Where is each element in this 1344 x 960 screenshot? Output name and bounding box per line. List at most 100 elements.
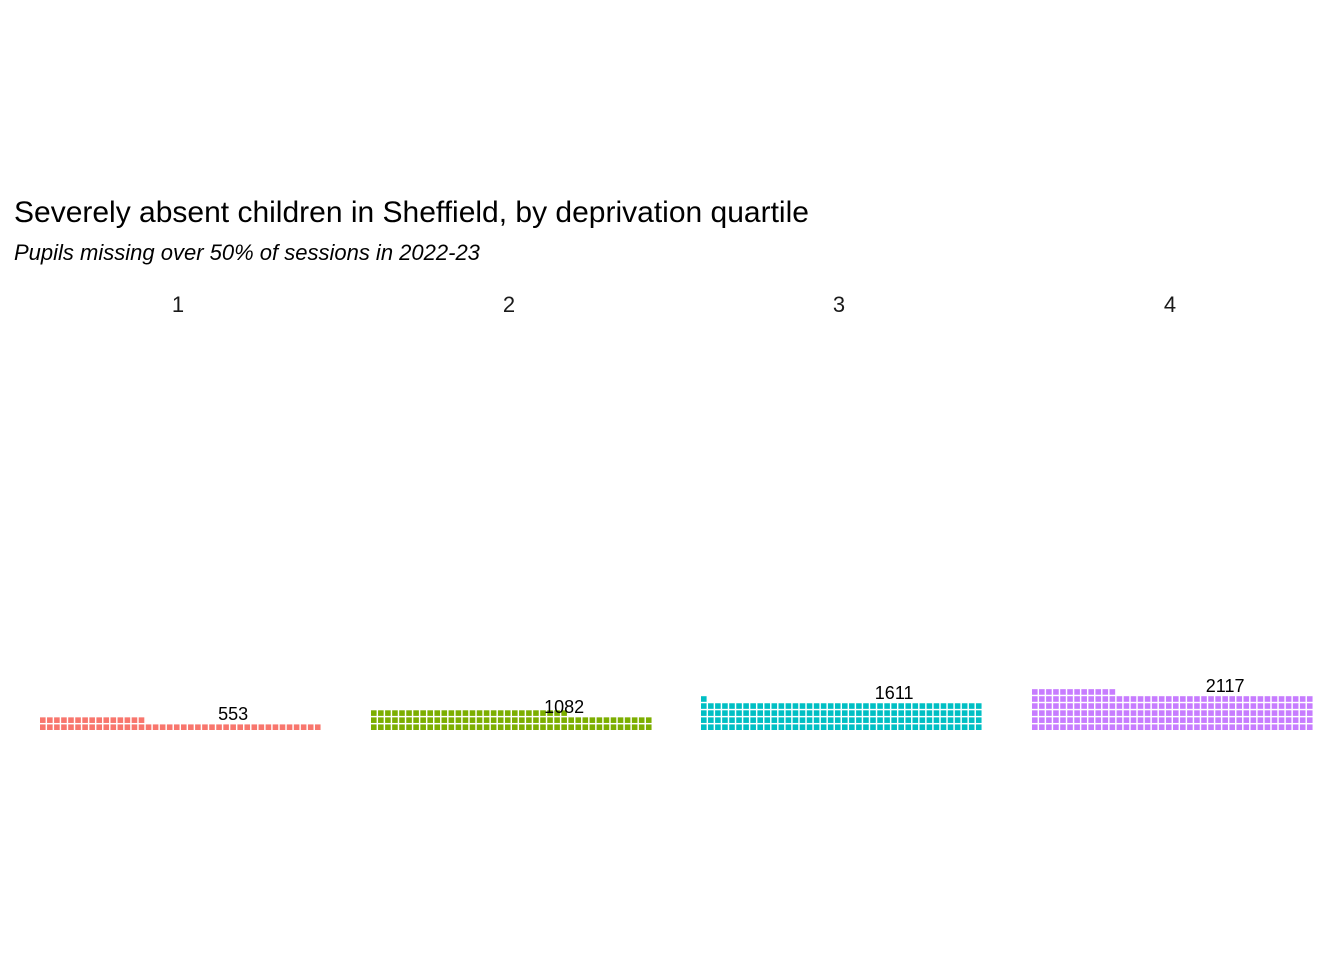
waffle-square (799, 703, 806, 709)
waffle-square (1109, 703, 1116, 709)
waffle-square (279, 724, 286, 730)
waffle-square (237, 724, 243, 730)
waffle-square (75, 724, 81, 730)
waffle-square (954, 724, 961, 730)
waffle-square (512, 724, 518, 730)
waffle-square (1158, 717, 1165, 723)
waffle-square (891, 703, 897, 709)
waffle-square (61, 724, 67, 730)
waffle-square (1180, 703, 1186, 709)
waffle-square (905, 717, 912, 723)
value-label: 553 (218, 704, 248, 724)
waffle-square (103, 717, 110, 723)
waffle-square (159, 724, 166, 730)
waffle-square (757, 710, 763, 716)
waffle-square (1088, 696, 1094, 702)
waffle-square (750, 703, 756, 709)
waffle-square (202, 724, 208, 730)
waffle-square (1257, 724, 1264, 730)
waffle-square (540, 724, 546, 730)
waffle-square (849, 710, 855, 716)
waffle-square (912, 703, 919, 709)
waffle-square (1243, 696, 1250, 702)
waffle-square (117, 717, 124, 723)
waffle-square (933, 717, 940, 723)
waffle-square (1130, 724, 1137, 730)
waffle-square (729, 724, 735, 730)
waffle-square (1278, 724, 1285, 730)
waffle-square (1229, 717, 1235, 723)
waffle-square (1285, 696, 1292, 702)
waffle-square (1278, 703, 1285, 709)
waffle-square (1032, 717, 1038, 723)
waffle-square (547, 724, 553, 730)
waffle-square (434, 710, 441, 716)
waffle-square (575, 717, 582, 723)
waffle-square (778, 724, 785, 730)
waffle-square (1257, 696, 1264, 702)
waffle-square (1123, 724, 1130, 730)
waffle-square (251, 724, 258, 730)
waffle-square (764, 717, 771, 723)
waffle-square (406, 717, 412, 723)
waffle-square (1292, 710, 1299, 716)
waffle-square (722, 703, 728, 709)
waffle-square (729, 710, 735, 716)
waffle-square (1144, 710, 1151, 716)
waffle-square (441, 717, 448, 723)
waffle-square (314, 724, 321, 730)
waffle-square (519, 717, 525, 723)
waffle-square (1222, 710, 1228, 716)
waffle-square (701, 696, 707, 702)
waffle-square (757, 724, 763, 730)
waffle-square (834, 703, 841, 709)
waffle-square (617, 717, 624, 723)
waffle-square (1067, 703, 1073, 709)
waffle-square (533, 724, 539, 730)
waffle-square (603, 717, 610, 723)
waffle-square (1201, 717, 1207, 723)
waffle-square (1173, 717, 1179, 723)
chart-subtitle: Pupils missing over 50% of sessions in 2… (14, 240, 481, 265)
waffle-square (926, 710, 933, 716)
waffle-square (1257, 710, 1264, 716)
facet-panel-2: 2 1082 (371, 292, 652, 730)
waffle-square (834, 717, 841, 723)
waffle-square (1208, 703, 1214, 709)
waffle-square (834, 710, 841, 716)
waffle-square (1137, 717, 1144, 723)
waffle-square (722, 717, 728, 723)
waffle-square (89, 717, 95, 723)
waffle-square (434, 717, 441, 723)
waffle-square (1229, 696, 1235, 702)
waffle-square (89, 724, 95, 730)
waffle-square (1250, 724, 1257, 730)
waffle-square (1165, 696, 1172, 702)
waffle-square (1243, 703, 1250, 709)
waffle-square (1102, 696, 1109, 702)
waffle-square (1285, 717, 1292, 723)
waffle-square (1208, 696, 1214, 702)
waffle-square (1144, 696, 1151, 702)
waffle-square (898, 710, 904, 716)
waffle-square (138, 724, 145, 730)
waffle-square (483, 710, 490, 716)
waffle-square (399, 724, 405, 730)
waffle-square (792, 703, 799, 709)
waffle-square (1264, 696, 1271, 702)
waffle-square (975, 703, 982, 709)
waffle-square (1222, 717, 1228, 723)
waffle-square (701, 717, 707, 723)
waffle-square (1074, 689, 1080, 695)
waffle-square (1081, 710, 1087, 716)
waffle-square (40, 717, 46, 723)
waffle-square (701, 703, 707, 709)
waffle-square (961, 717, 968, 723)
waffle-square (1088, 717, 1094, 723)
waffle-square (378, 710, 384, 716)
waffle-square (799, 710, 806, 716)
waffle-square (884, 717, 890, 723)
waffle-square (399, 717, 405, 723)
waffle-square (68, 717, 74, 723)
waffle-square (1130, 703, 1137, 709)
